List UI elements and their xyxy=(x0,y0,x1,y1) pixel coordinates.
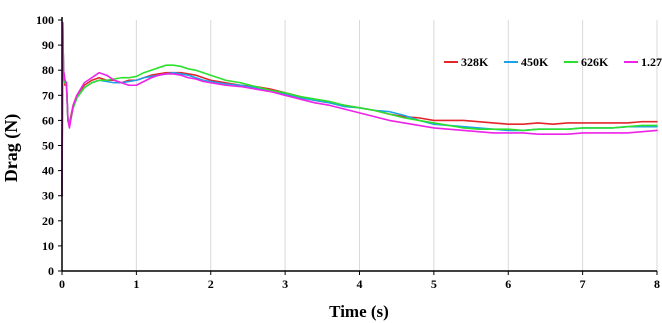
x-tick-label: 3 xyxy=(282,277,288,291)
legend-label-328k: 328K xyxy=(461,55,489,69)
y-tick-label: 10 xyxy=(42,239,54,253)
x-tick-label: 8 xyxy=(654,277,660,291)
y-axis-title: Drag (N) xyxy=(1,114,22,182)
x-tick-label: 5 xyxy=(431,277,437,291)
y-tick-label: 80 xyxy=(42,63,54,77)
y-tick-label: 30 xyxy=(42,189,54,203)
y-tick-label: 100 xyxy=(36,13,54,27)
y-tick-label: 50 xyxy=(42,139,54,153)
x-axis-title: Time (s) xyxy=(329,302,389,321)
grid-layer xyxy=(135,20,658,271)
x-tick-label: 0 xyxy=(59,277,65,291)
legend-label-1-27m: 1.27M xyxy=(641,55,662,69)
y-tick-label: 70 xyxy=(42,88,54,102)
y-tick-label: 0 xyxy=(48,264,54,278)
x-tick-label: 7 xyxy=(580,277,586,291)
x-tick-label: 1 xyxy=(133,277,139,291)
series-line-1-27m xyxy=(61,21,658,197)
y-tick-label: 40 xyxy=(42,164,54,178)
x-tick-label: 6 xyxy=(505,277,511,291)
tick-layer: 0 10 20 30 40 50 60 70 80 90 100 0 1 2 3 4 5 6 7 8 xyxy=(36,13,660,291)
series-line-626k xyxy=(61,21,658,197)
y-tick-label: 20 xyxy=(42,214,54,228)
y-tick-label: 60 xyxy=(42,113,54,127)
legend: 328K 450K 626K 1.27M xyxy=(444,55,662,69)
y-tick-label: 90 xyxy=(42,38,54,52)
x-tick-label: 4 xyxy=(357,277,363,291)
legend-label-450k: 450K xyxy=(521,55,549,69)
x-tick-label: 2 xyxy=(208,277,214,291)
series-layer xyxy=(61,21,658,197)
legend-label-626k: 626K xyxy=(581,55,609,69)
